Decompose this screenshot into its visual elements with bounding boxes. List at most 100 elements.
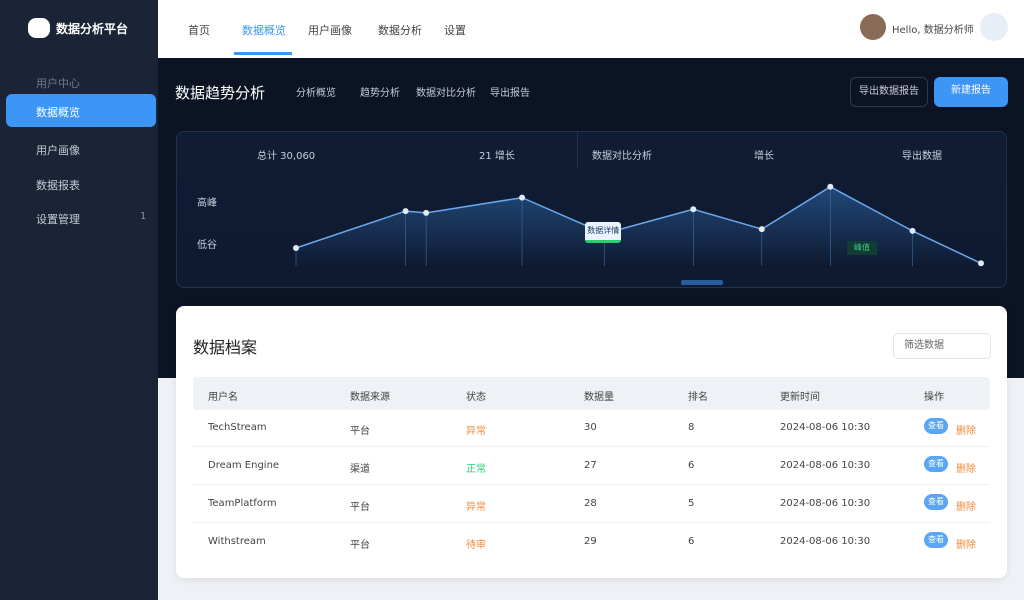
table-cell: 待审 — [466, 540, 486, 551]
table-cell: 平台 — [350, 426, 370, 437]
archive-title: 数据档案 — [193, 338, 258, 357]
delete-button[interactable]: 删除 — [956, 540, 976, 551]
trend-line — [295, 185, 982, 264]
nav-item[interactable]: 数据概览 — [242, 24, 286, 37]
menu-label: 用户中心 — [36, 77, 80, 90]
row-divider — [193, 446, 990, 447]
table-cell: 平台 — [350, 502, 370, 513]
table-cell: Withstream — [208, 536, 266, 547]
stat-divider — [577, 132, 578, 168]
column-header: 用户名 — [208, 392, 238, 403]
y-label: 低谷 — [197, 240, 217, 251]
table-header — [193, 377, 990, 410]
hero-title: 数据趋势分析 — [175, 84, 266, 102]
table-cell: 5 — [688, 498, 695, 509]
table-cell: 28 — [584, 498, 597, 509]
table-cell: 异常 — [466, 426, 486, 437]
trend-stat: 增长 — [754, 151, 774, 162]
delete-button[interactable]: 删除 — [956, 464, 976, 475]
column-header: 更新时间 — [780, 392, 820, 403]
view-button[interactable]: 查看 — [924, 494, 948, 510]
table-cell: TeamPlatform — [208, 498, 277, 509]
trend-point — [519, 194, 526, 201]
archive-card: 数据档案 筛选数据 用户名 数据来源 状态 数据量 排名 更新时间 操作 TechStream… — [176, 306, 1007, 578]
menu-label: 数据报表 — [36, 179, 80, 192]
row-divider — [193, 522, 990, 523]
table-cell: 29 — [584, 536, 597, 547]
trend-point — [909, 227, 916, 234]
hero-tab[interactable]: 分析概览 — [296, 88, 336, 99]
scroll-indicator — [681, 280, 723, 285]
table-cell: 平台 — [350, 540, 370, 551]
trend-chart — [293, 183, 984, 267]
table-cell: 2024-08-06 10:30 — [780, 422, 871, 433]
export-button[interactable]: 导出数据报告 — [850, 77, 928, 107]
table-cell: TechStream — [208, 422, 267, 433]
hero-tab[interactable]: 导出报告 — [490, 88, 530, 99]
column-header: 操作 — [924, 392, 944, 403]
table-cell: 6 — [688, 536, 695, 547]
table-cell: 异常 — [466, 502, 486, 513]
column-header: 数据量 — [584, 392, 614, 403]
trend-stat: 导出数据 — [902, 151, 942, 162]
trend-point — [827, 183, 834, 190]
filter-select[interactable]: 筛选数据 — [893, 333, 991, 359]
hero-tab[interactable]: 数据对比分析 — [416, 88, 476, 99]
table-cell: 8 — [688, 422, 695, 433]
nav-underline — [234, 52, 292, 55]
view-button[interactable]: 查看 — [924, 418, 948, 434]
trend-stat: 21 增长 — [479, 151, 515, 162]
nav-item[interactable]: 首页 — [188, 24, 210, 37]
table-cell: 30 — [584, 422, 597, 433]
hero-tab[interactable]: 趋势分析 — [360, 88, 400, 99]
menu-item[interactable]: 设置管理 1 — [6, 206, 156, 230]
avatar[interactable] — [860, 14, 886, 40]
delete-button[interactable]: 删除 — [956, 426, 976, 437]
nav-item[interactable]: 设置 — [444, 24, 466, 37]
menu-label: 用户画像 — [36, 144, 80, 157]
logo-text: 数据分析平台 — [56, 22, 129, 36]
nav-item[interactable]: 数据分析 — [378, 24, 422, 37]
logo-icon — [28, 18, 50, 38]
menu-item[interactable]: 数据概览 — [6, 94, 156, 127]
trend-area — [296, 186, 981, 266]
peak-label: 峰值 — [847, 241, 877, 255]
tooltip: 数据详情 — [585, 221, 622, 243]
menu-label: 设置管理 — [36, 213, 80, 226]
new-button[interactable]: 新建报告 — [934, 77, 1008, 107]
view-button[interactable]: 查看 — [924, 456, 948, 472]
nav-item[interactable]: 用户画像 — [308, 24, 352, 37]
sidebar: 数据分析平台 用户中心数据概览用户画像数据报表设置管理 1 — [0, 0, 158, 600]
view-button[interactable]: 查看 — [924, 532, 948, 548]
menu-label: 数据概览 — [36, 106, 80, 119]
table-cell: 2024-08-06 10:30 — [780, 460, 871, 471]
table-cell: 6 — [688, 460, 695, 471]
trend-panel: 总计 30,060 21 增长 数据对比分析 增长 导出数据高峰低谷 数据详情峰值 — [176, 131, 1007, 288]
menu-item[interactable]: 用户画像 — [6, 137, 156, 161]
trend-point — [978, 260, 984, 267]
row-divider — [193, 484, 990, 485]
delete-button[interactable]: 删除 — [956, 502, 976, 513]
column-header: 排名 — [688, 392, 708, 403]
menu-badge: 1 — [140, 211, 147, 222]
menu-item[interactable]: 数据报表 — [6, 172, 156, 196]
trend-stat: 总计 30,060 — [257, 151, 316, 162]
trend-point — [758, 226, 765, 233]
trend-stat: 数据对比分析 — [592, 151, 652, 162]
column-header: 数据来源 — [350, 392, 390, 403]
settings-icon[interactable] — [980, 13, 1008, 41]
header: Hello, 数据分析师 首页 数据概览 用户画像 数据分析 设置 — [158, 0, 1024, 58]
table-cell: Dream Engine — [208, 460, 280, 471]
y-label: 高峰 — [197, 198, 217, 209]
table-cell: 27 — [584, 460, 597, 471]
table-cell: 2024-08-06 10:30 — [780, 536, 871, 547]
table-cell: 正常 — [466, 464, 486, 475]
column-header: 状态 — [466, 392, 486, 403]
table-cell: 2024-08-06 10:30 — [780, 498, 871, 509]
user-name: Hello, 数据分析师 — [892, 25, 974, 36]
menu-item[interactable]: 用户中心 — [6, 70, 156, 94]
table-cell: 渠道 — [350, 464, 370, 475]
trend-point — [690, 206, 697, 213]
